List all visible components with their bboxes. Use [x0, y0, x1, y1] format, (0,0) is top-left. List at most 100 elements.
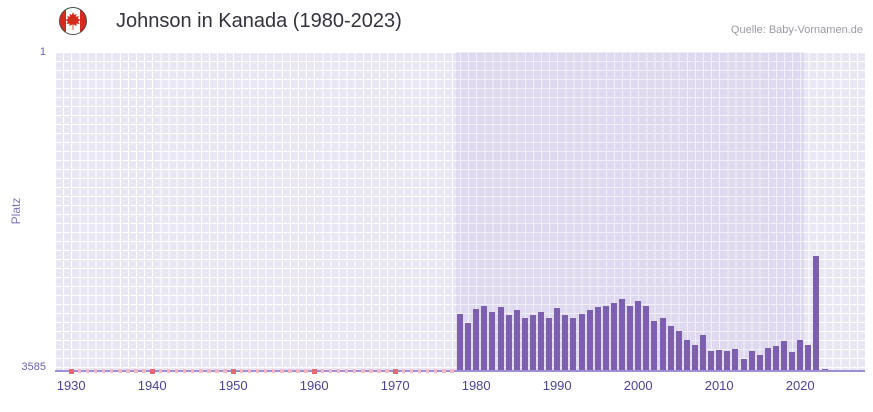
no-data-year-tick [166, 369, 171, 373]
no-data-year-tick [199, 369, 203, 373]
rank-bar[interactable] [716, 350, 723, 370]
no-data-year-tick [361, 369, 365, 373]
no-data-year-tick [271, 369, 276, 373]
rank-bar[interactable] [756, 355, 763, 370]
rank-bar[interactable] [732, 349, 739, 370]
x-tick-label: 1950 [218, 378, 248, 393]
rank-bar[interactable] [610, 303, 617, 370]
rank-bar[interactable] [602, 305, 609, 370]
no-data-year-tick [369, 369, 373, 373]
no-data-year-tick [190, 369, 195, 373]
no-data-year-tick [247, 369, 252, 373]
rank-bar[interactable] [473, 309, 480, 370]
rank-bar[interactable] [805, 344, 812, 370]
no-data-year-tick [409, 369, 414, 373]
no-data-year-tick [352, 369, 357, 373]
rank-bar[interactable] [505, 314, 512, 370]
x-tick-label: 1940 [137, 378, 167, 393]
no-data-year-tick [320, 369, 325, 373]
rank-bar[interactable] [781, 341, 787, 370]
no-data-year-tick [377, 369, 381, 373]
rank-bar[interactable] [538, 311, 544, 370]
no-data-year-tick [425, 369, 430, 373]
rank-bar[interactable] [521, 318, 528, 370]
rank-bar[interactable] [667, 326, 674, 370]
rank-bar[interactable] [651, 320, 658, 370]
rank-bar[interactable] [748, 350, 755, 370]
decade-marker-tick [230, 368, 236, 374]
rank-bar[interactable] [683, 340, 690, 370]
no-data-year-tick [207, 369, 211, 373]
rank-bar[interactable] [546, 318, 553, 370]
rank-bar[interactable] [619, 298, 625, 370]
y-tick-top: 1 [39, 46, 46, 58]
no-data-year-tick [336, 369, 341, 373]
decade-marker-tick [149, 368, 155, 374]
rank-bar[interactable] [700, 334, 706, 370]
no-data-year-tick [223, 369, 227, 373]
rank-bar[interactable] [740, 358, 747, 370]
rank-bar[interactable] [724, 350, 731, 370]
rank-bar[interactable] [570, 318, 577, 370]
rank-bar[interactable] [789, 351, 796, 370]
x-tick-label: 1990 [542, 378, 572, 393]
no-data-year-tick [158, 369, 163, 373]
rank-bar[interactable] [481, 305, 488, 370]
rank-bar[interactable] [643, 305, 650, 370]
source-label: Quelle: Baby-Vornamen.de [730, 24, 863, 36]
y-tick-bottom: 3585 [21, 361, 46, 373]
rank-bar[interactable] [457, 313, 463, 370]
rank-bar[interactable] [513, 310, 520, 370]
no-data-year-tick [126, 369, 130, 373]
x-axis-labels: 1930 1940 1950 1960 1970 1980 1990 2000 2010 2020 [55, 378, 865, 398]
no-data-year-tick [174, 369, 179, 373]
x-tick-label: 2000 [623, 378, 653, 393]
rank-bar[interactable] [708, 350, 715, 370]
rank-bar[interactable] [489, 311, 496, 370]
rank-bar[interactable] [635, 301, 642, 370]
rank-bar[interactable] [594, 307, 601, 370]
rank-bar[interactable] [529, 315, 536, 370]
rank-bar[interactable] [562, 314, 569, 370]
no-data-year-tick [280, 369, 284, 373]
rank-bar[interactable] [554, 308, 561, 370]
canada-flag-icon [58, 6, 88, 36]
no-data-year-tick [101, 369, 106, 373]
rank-bar[interactable] [764, 348, 771, 370]
no-data-year-tick [85, 369, 90, 373]
no-data-year-tick [450, 369, 454, 373]
rank-bar[interactable] [675, 330, 682, 370]
rank-bar[interactable] [691, 344, 698, 370]
no-data-year-tick [263, 369, 268, 373]
no-data-year-tick [182, 369, 187, 373]
no-data-year-tick [239, 369, 244, 373]
rank-bar[interactable] [578, 313, 585, 370]
no-data-year-tick [134, 369, 138, 373]
no-data-year-tick [304, 369, 308, 373]
no-data-year-tick [296, 369, 300, 373]
header: Johnson in Kanada (1980-2023) Quelle: Ba… [0, 0, 873, 46]
page-title: Johnson in Kanada (1980-2023) [116, 10, 402, 32]
x-tick-label: 1960 [299, 378, 329, 393]
no-data-year-tick [142, 369, 146, 373]
no-data-year-tick [109, 369, 114, 373]
no-data-year-tick [344, 369, 349, 373]
rank-bar[interactable] [821, 368, 828, 370]
decade-marker-tick [68, 368, 74, 374]
rank-bar[interactable] [627, 305, 634, 370]
no-data-year-tick [288, 369, 292, 373]
decade-marker-tick [392, 368, 398, 374]
rank-bar[interactable] [465, 323, 472, 370]
no-data-year-tick [385, 369, 389, 373]
rank-bar[interactable] [813, 255, 820, 370]
rank-bar[interactable] [497, 306, 504, 370]
no-data-year-tick [215, 369, 219, 373]
no-data-year-tick [442, 369, 446, 373]
rank-bar[interactable] [772, 345, 779, 370]
rank-bar[interactable] [659, 318, 666, 370]
decade-marker-tick [311, 368, 317, 374]
no-data-year-tick [77, 369, 82, 373]
rank-bar[interactable] [586, 310, 593, 370]
rank-bar[interactable] [797, 340, 804, 370]
